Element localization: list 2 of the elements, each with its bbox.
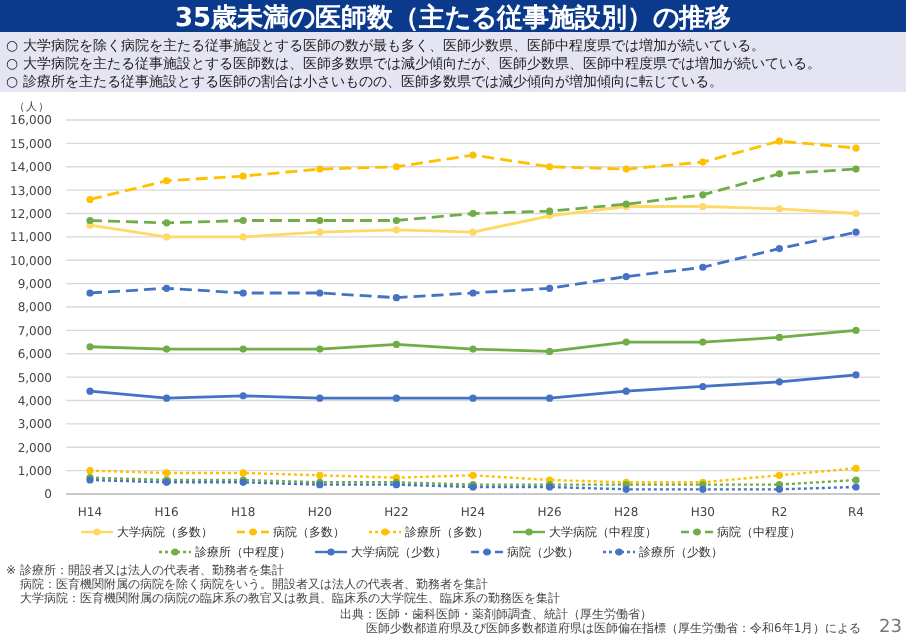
text: 23 — [879, 618, 902, 638]
chart-title: 35歳未満の医師数（主たる従事施設別）の推移 — [174, 2, 732, 34]
